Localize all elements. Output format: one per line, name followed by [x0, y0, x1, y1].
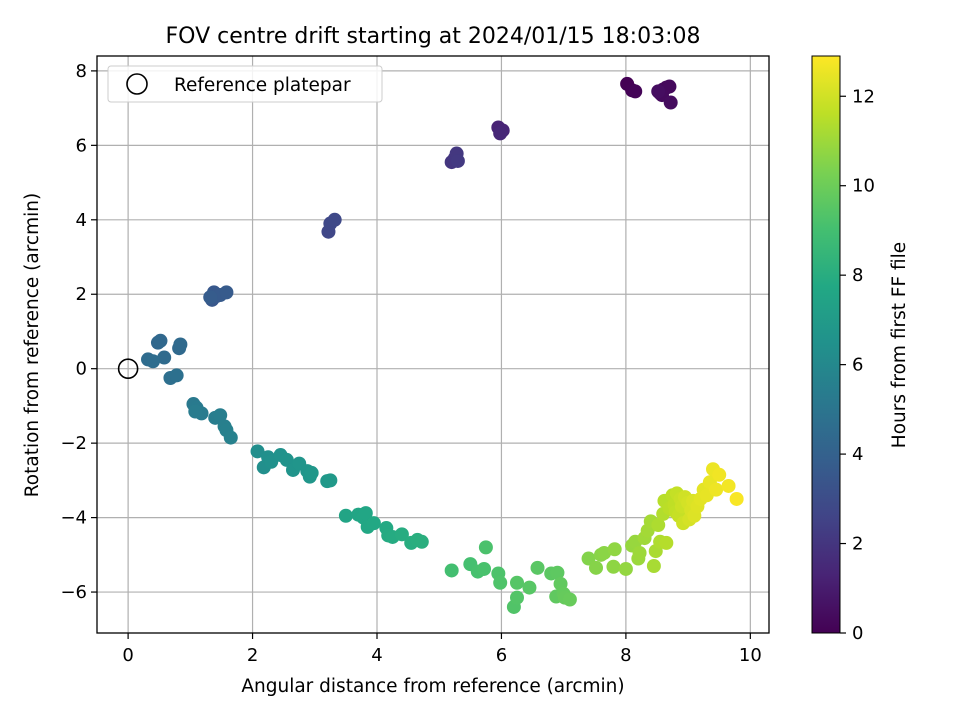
data-point — [414, 534, 429, 549]
data-point — [709, 482, 724, 497]
data-point — [581, 551, 596, 566]
data-point — [646, 558, 661, 573]
data-point — [169, 368, 184, 383]
y-tick-label: 8 — [76, 61, 87, 82]
y-tick-label: −2 — [60, 433, 87, 454]
y-axis-ticks: −6 −4 −2 0 2 4 6 8 — [60, 61, 97, 603]
data-point — [157, 350, 172, 365]
x-tick-label: 10 — [739, 645, 762, 666]
data-point — [146, 354, 160, 369]
legend-entry-reference: Reference platepar — [174, 75, 351, 96]
plot-frame — [96, 55, 770, 634]
data-point — [651, 84, 666, 99]
data-point — [153, 333, 168, 348]
y-tick-label: −6 — [60, 582, 87, 603]
data-point — [606, 559, 621, 574]
scatter-points — [117, 76, 744, 614]
data-point — [493, 126, 508, 141]
data-point — [618, 561, 633, 576]
colorbar-ticks: 0 2 4 6 8 10 12 — [840, 86, 875, 644]
data-point — [493, 575, 508, 590]
data-point — [327, 212, 342, 227]
data-point — [477, 561, 492, 576]
x-tick-label: 6 — [496, 645, 507, 666]
x-axis-label: Angular distance from reference (arcmin) — [241, 676, 624, 697]
data-point — [203, 290, 218, 305]
colorbar-tick-label: 0 — [852, 623, 863, 644]
data-point — [444, 563, 459, 578]
data-point — [478, 540, 493, 555]
colorbar-tick-label: 8 — [852, 265, 863, 286]
legend-marker-circle-icon — [126, 73, 148, 95]
data-point — [562, 592, 577, 607]
data-point — [712, 467, 727, 482]
data-point — [279, 452, 294, 467]
data-point — [366, 516, 381, 531]
data-point — [729, 491, 744, 506]
data-point — [628, 84, 643, 99]
colorbar — [811, 55, 841, 634]
y-tick-label: −4 — [60, 508, 87, 529]
data-point — [530, 560, 545, 575]
y-tick-label: 2 — [76, 284, 87, 305]
data-point — [522, 580, 537, 595]
y-tick-label: 6 — [76, 135, 87, 156]
colorbar-tick-label: 6 — [852, 355, 863, 376]
x-tick-label: 0 — [122, 645, 133, 666]
data-point — [597, 545, 612, 560]
data-point — [663, 95, 678, 110]
data-point — [721, 478, 736, 493]
x-axis-ticks: 0 2 4 6 8 10 — [122, 633, 762, 666]
colorbar-label: Hours from first FF file — [889, 242, 910, 448]
x-tick-label: 2 — [247, 645, 258, 666]
data-point — [651, 518, 666, 533]
colorbar-tick-label: 4 — [852, 444, 863, 465]
data-point — [173, 337, 188, 352]
data-point — [607, 542, 622, 557]
data-point — [188, 404, 203, 419]
y-tick-label: 4 — [76, 210, 87, 231]
data-point — [394, 527, 409, 542]
data-point — [632, 545, 647, 560]
data-point — [219, 285, 234, 300]
data-point — [589, 560, 604, 575]
data-point — [450, 153, 465, 168]
colorbar-tick-label: 2 — [852, 534, 863, 555]
grid-lines — [97, 56, 769, 633]
data-point — [304, 465, 319, 480]
data-point — [223, 430, 238, 445]
x-tick-label: 8 — [620, 645, 631, 666]
data-point — [358, 506, 373, 521]
data-point — [250, 444, 265, 459]
reference-platepar-marker — [117, 358, 139, 379]
data-point — [659, 535, 674, 550]
data-point — [323, 473, 338, 488]
colorbar-tick-label: 10 — [852, 176, 875, 197]
legend: Reference platepar — [107, 65, 383, 103]
data-point — [510, 590, 524, 605]
y-tick-label: 0 — [76, 359, 87, 380]
legend-box — [107, 65, 383, 103]
data-point — [550, 565, 565, 580]
data-point — [213, 408, 228, 423]
data-point — [338, 508, 353, 523]
y-axis-label: Rotation from reference (arcmin) — [22, 193, 43, 497]
x-tick-label: 4 — [371, 645, 382, 666]
colorbar-tick-label: 12 — [852, 86, 875, 107]
data-point — [510, 575, 524, 590]
chart-title: FOV centre drift starting at 2024/01/15 … — [166, 24, 701, 49]
